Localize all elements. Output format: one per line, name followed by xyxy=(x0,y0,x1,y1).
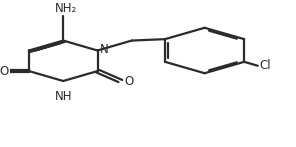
Text: O: O xyxy=(125,75,134,87)
Text: NH: NH xyxy=(54,90,72,103)
Text: NH₂: NH₂ xyxy=(55,2,77,15)
Text: Cl: Cl xyxy=(259,59,271,72)
Text: N: N xyxy=(100,43,109,56)
Text: O: O xyxy=(0,65,9,78)
